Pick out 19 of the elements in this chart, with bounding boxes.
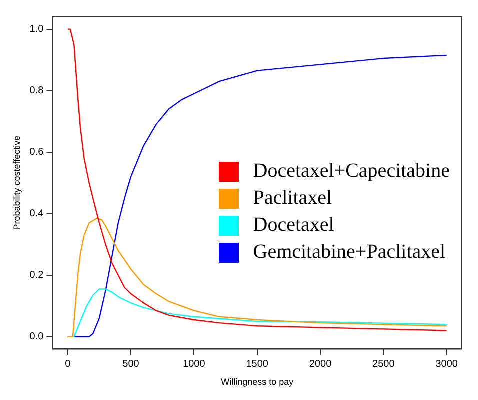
legend-label: Gemcitabine+Paclitaxel [253,240,446,265]
x-axis-title: Willingness to pay [221,377,294,388]
x-tick-label: 0 [65,358,72,370]
y-tick-label: 1.0 [30,24,44,36]
y-axis-title: Probability costeffective [12,136,22,230]
x-tick-label: 1500 [246,358,269,370]
x-tick-label: 1000 [183,358,206,370]
y-tick-label: 0.0 [30,332,44,343]
x-tick-label: 3000 [436,358,458,370]
legend-label: Docetaxel [253,213,334,238]
y-tick-label: 0.2 [30,270,44,282]
legend-label: Docetaxel+Capecitabine [253,159,450,184]
x-tick-label: 2500 [372,358,396,370]
y-tick-label: 0.4 [30,208,44,220]
legend-label: Paclitaxel [253,186,332,211]
x-tick-label: 500 [122,358,140,370]
x-tick-label: 2000 [309,358,332,370]
y-tick-label: 0.6 [30,147,44,158]
y-tick-label: 0.8 [30,86,44,97]
